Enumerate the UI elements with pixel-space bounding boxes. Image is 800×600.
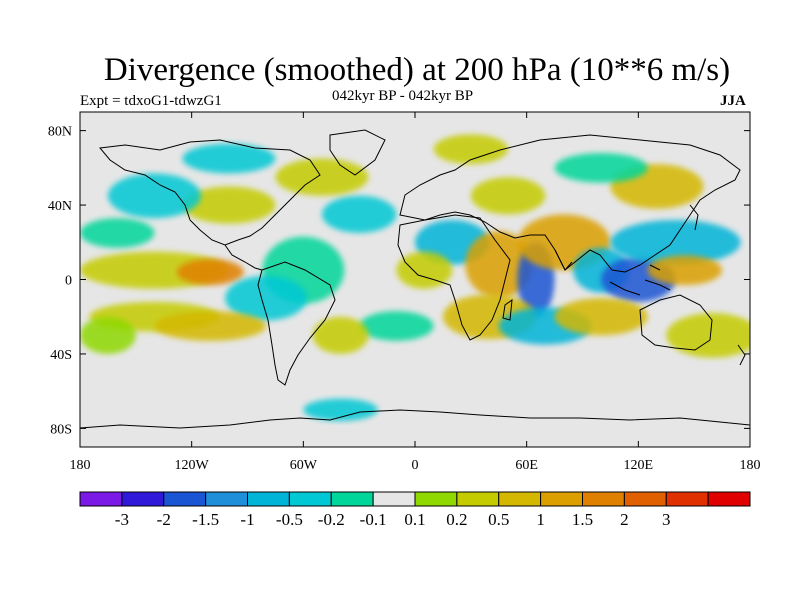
coastline-eurasia (399, 134, 741, 273)
divergence-region (666, 313, 750, 358)
colorbar-swatch (288, 491, 332, 507)
coastline-japan (689, 204, 699, 231)
divergence-region (647, 255, 723, 286)
coastline-madagascar (502, 298, 513, 321)
coastline-india (554, 249, 573, 271)
divergence-region (176, 259, 244, 286)
x-tick-label: 0 (412, 458, 419, 473)
colorbar-swatch (330, 491, 374, 507)
colorbar-swatch (582, 491, 625, 507)
y-tick-label: 80N (48, 125, 72, 140)
colorbar-swatch (456, 491, 500, 507)
coastline-greenland (329, 129, 386, 176)
axis-ticks: 180 120W 60W 0 60E 120E 180 80N 40N 0 40S 80S (48, 112, 761, 473)
colorbar-label: 0.5 (488, 510, 509, 529)
coastline-south-america (257, 261, 336, 386)
divergence-field (80, 134, 750, 421)
divergence-region (465, 231, 533, 299)
colorbar-swatch (247, 491, 290, 507)
x-tick-label: 60E (515, 458, 538, 473)
colorbar-swatch (121, 491, 165, 507)
coastlines (80, 129, 750, 429)
divergence-region (80, 316, 136, 354)
y-tick-label: 40S (50, 348, 72, 363)
colorbar: -3 -2 -1.5 -1 -0.5 -0.2 -0.1 0.1 0.2 0.5 1 1.5 2 3 (79, 491, 751, 529)
colorbar-label: 1.5 (572, 510, 593, 529)
colorbar-label: 0.2 (446, 510, 467, 529)
x-tick-label: 120W (175, 458, 210, 473)
colorbar-swatch (372, 491, 416, 507)
divergence-region (107, 173, 201, 219)
x-tick-label: 120E (624, 458, 654, 473)
coastline-australia (639, 294, 713, 351)
colorbar-swatch (707, 491, 751, 507)
coastline-new-zealand (737, 344, 746, 366)
colorbar-label: -1.5 (192, 510, 219, 529)
colorbar-swatch (205, 491, 248, 507)
coastline-africa (397, 214, 511, 341)
colorbar-swatch (79, 491, 123, 507)
colorbar-label: -1 (240, 510, 254, 529)
colorbar-swatch (665, 491, 709, 507)
experiment-label: Expt = tdxoG1-tdwzG1 (80, 93, 222, 109)
y-tick-label: 80S (50, 422, 72, 437)
coastline-central-america (224, 244, 263, 271)
divergence-region (554, 152, 648, 183)
colorbar-label: 0.1 (404, 510, 425, 529)
divergence-region (80, 218, 155, 248)
divergence-region (321, 195, 397, 233)
divergence-region (225, 275, 308, 321)
colorbar-label: -0.5 (276, 510, 303, 529)
colorbar-label: -0.1 (360, 510, 387, 529)
divergence-region (433, 134, 509, 165)
colorbar-swatch (163, 491, 207, 507)
colorbar-label: -3 (115, 510, 129, 529)
y-tick-label: 40N (48, 199, 72, 214)
colorbar-swatch (498, 491, 542, 507)
divergence-region (154, 311, 267, 341)
period-label: 042kyr BP - 042kyr BP (332, 88, 474, 104)
colorbar-label: 1 (536, 510, 545, 529)
x-tick-label: 180 (70, 458, 91, 473)
divergence-region (312, 316, 369, 354)
colorbar-swatch (623, 491, 667, 507)
divergence-region (359, 311, 434, 341)
colorbar-swatch (540, 491, 583, 507)
chart-title: Divergence (smoothed) at 200 hPa (10**6 … (103, 52, 731, 88)
coastline-indonesia (609, 264, 671, 296)
x-tick-label: 60W (290, 458, 318, 473)
divergence-region (554, 298, 648, 336)
colorbar-label: 2 (620, 510, 629, 529)
coastline-north-america (99, 139, 321, 246)
colorbar-label: -2 (157, 510, 171, 529)
divergence-region (610, 219, 741, 265)
y-tick-label: 0 (65, 274, 72, 289)
divergence-region (303, 398, 378, 421)
x-tick-label: 180 (740, 458, 761, 473)
colorbar-label: -0.2 (318, 510, 345, 529)
colorbar-label: 3 (662, 510, 671, 529)
coastline-antarctica (80, 409, 750, 429)
divergence-region (182, 186, 276, 224)
divergence-region (182, 143, 276, 174)
divergence-region (275, 158, 369, 196)
divergence-region (470, 177, 546, 215)
season-label: JJA (720, 93, 746, 109)
divergence-region (396, 251, 453, 289)
colorbar-swatch (414, 491, 458, 507)
